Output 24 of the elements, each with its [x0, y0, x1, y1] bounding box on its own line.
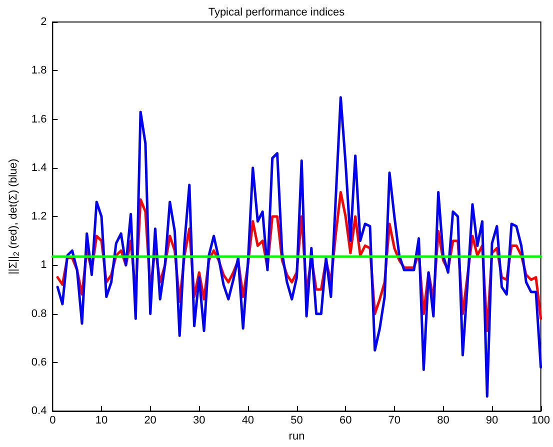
x-tick-label: 10	[95, 414, 108, 427]
y-tick-label: 0.4	[31, 405, 47, 418]
line-series	[56, 96, 542, 398]
x-tick-label: 100	[532, 414, 550, 427]
y-axis-title: ||Σ||2 (red), det(Σ) (blue)	[8, 158, 21, 274]
x-tick-label: 90	[486, 414, 498, 427]
y-tick-label: 1.2	[31, 210, 47, 223]
y-tick-label: 1.8	[31, 64, 47, 77]
y-tick-label: 1.6	[31, 113, 47, 126]
x-tick-label: 40	[242, 414, 254, 427]
chart-title: Typical performance indices	[208, 6, 346, 18]
y-tick-label: 2	[40, 16, 47, 28]
y-tick-label: 0.6	[31, 356, 47, 368]
x-tick-label: 80	[437, 414, 450, 427]
x-tick-label: 60	[339, 414, 352, 427]
x-tick-label: 70	[388, 414, 401, 427]
x-tick-label: 50	[290, 414, 303, 427]
x-tick-label: 20	[144, 414, 156, 427]
y-tick-label: 1.4	[31, 162, 47, 174]
x-tick-label: 30	[193, 414, 206, 427]
y-tick-label: 1	[40, 259, 47, 272]
x-tick-label: 0	[50, 414, 56, 427]
x-axis-title: run	[288, 430, 305, 442]
y-tick-label: 0.8	[31, 308, 47, 320]
